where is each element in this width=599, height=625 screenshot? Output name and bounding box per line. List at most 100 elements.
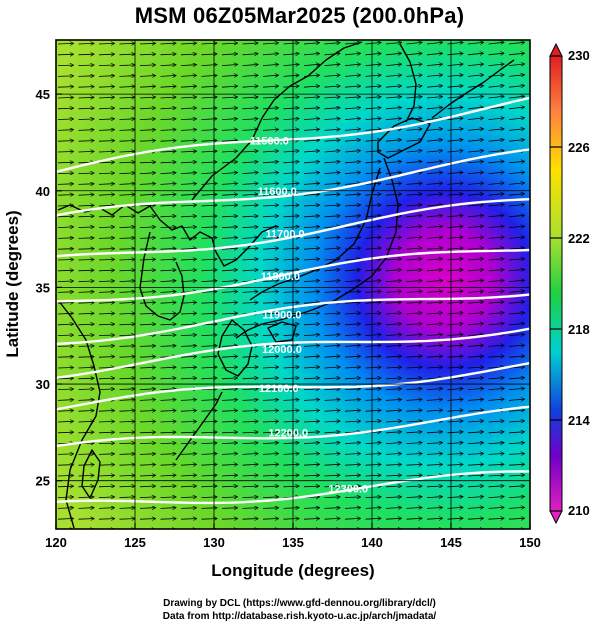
- wind-arrow: [139, 432, 155, 433]
- wind-arrow: [119, 313, 135, 314]
- wind-arrow: [467, 129, 483, 131]
- wind-arrow: [324, 97, 340, 98]
- wind-arrow: [78, 54, 94, 55]
- wind-arrow: [303, 519, 319, 520]
- wind-arrow: [488, 367, 504, 368]
- wind-arrow: [447, 270, 463, 271]
- wind-arrow: [221, 43, 237, 44]
- wind-arrow: [324, 119, 340, 120]
- wind-arrow: [529, 497, 530, 498]
- wind-arrow: [488, 140, 504, 142]
- wind-arrow: [139, 270, 155, 271]
- wind-arrow: [180, 367, 196, 368]
- wind-arrow: [57, 108, 73, 109]
- wind-arrow: [242, 238, 258, 239]
- wind-arrow: [344, 205, 360, 206]
- colorbar: 230 226 222 218 214 210: [549, 42, 590, 525]
- wind-arrow: [488, 475, 504, 476]
- wind-arrow: [365, 454, 381, 455]
- wind-arrow: [365, 443, 381, 444]
- wind-arrow: [529, 486, 530, 488]
- wind-arrow: [78, 519, 94, 520]
- wind-arrow: [344, 140, 360, 141]
- wind-arrow: [57, 43, 73, 44]
- wind-arrow: [385, 486, 401, 487]
- wind-arrow: [508, 183, 524, 185]
- credit-data: Data from http://database.rish.kyoto-u.a…: [162, 611, 437, 622]
- wind-arrow: [262, 151, 278, 152]
- x-tick-label: 125: [124, 535, 146, 550]
- wind-arrow: [344, 421, 360, 422]
- wind-arrow: [385, 205, 401, 206]
- contour-label: 11700.0: [266, 228, 305, 240]
- wind-arrow: [344, 345, 360, 346]
- wind-arrow: [324, 237, 340, 238]
- wind-arrow: [344, 292, 360, 293]
- wind-arrow: [406, 86, 422, 87]
- wind-arrow: [467, 64, 483, 66]
- wind-arrow: [98, 324, 114, 325]
- wind-arrow: [180, 497, 196, 498]
- wind-arrow: [488, 497, 504, 498]
- x-tick-label: 150: [519, 535, 541, 550]
- wind-arrow: [78, 260, 94, 261]
- wind-arrow: [98, 108, 114, 109]
- colorbar-bottom-arrow: [549, 510, 563, 525]
- wind-arrow: [242, 367, 258, 368]
- wind-arrow: [344, 497, 360, 498]
- wind-arrow: [385, 270, 401, 271]
- wind-arrow: [529, 335, 530, 336]
- wind-arrow: [365, 162, 381, 163]
- wind-arrow: [139, 194, 155, 195]
- wind-arrow: [98, 76, 114, 77]
- wind-arrow: [119, 249, 135, 250]
- wind-arrow: [406, 259, 422, 260]
- wind-arrow: [119, 411, 135, 412]
- wind-arrow: [529, 54, 530, 56]
- wind-arrow: [119, 443, 135, 444]
- wind-arrow: [426, 129, 442, 131]
- wind-arrow: [221, 443, 237, 444]
- wind-arrow: [426, 205, 442, 206]
- wind-arrow: [98, 227, 114, 228]
- wind-arrow: [467, 172, 483, 173]
- wind-arrow: [488, 172, 504, 173]
- wind-arrow: [98, 465, 114, 466]
- wind-arrow: [406, 226, 422, 227]
- wind-arrow: [406, 248, 422, 249]
- wind-arrow: [242, 227, 258, 228]
- wind-arrow: [283, 432, 299, 433]
- wind-arrow: [488, 270, 504, 271]
- wind-arrow: [119, 465, 135, 466]
- wind-arrow: [385, 97, 401, 98]
- wind-arrow: [303, 54, 319, 55]
- wind-arrow: [385, 443, 401, 444]
- wind-arrow: [406, 53, 422, 55]
- wind-arrow: [467, 389, 483, 390]
- wind-arrow: [242, 270, 258, 271]
- wind-arrow: [160, 216, 176, 217]
- wind-arrow: [529, 313, 530, 315]
- wind-arrow: [324, 151, 340, 152]
- wind-arrow: [529, 97, 530, 99]
- wind-arrow: [365, 129, 381, 130]
- wind-arrow: [139, 238, 155, 239]
- wind-arrow: [262, 86, 278, 87]
- wind-arrow: [139, 173, 155, 174]
- wind-arrow: [283, 43, 299, 44]
- wind-arrow: [180, 475, 196, 476]
- wind-arrow: [262, 64, 278, 65]
- wind-arrow: [508, 205, 524, 207]
- wind-arrow: [221, 151, 237, 152]
- wind-arrow: [365, 172, 381, 173]
- wind-arrow: [160, 519, 176, 520]
- wind-arrow: [303, 205, 319, 206]
- wind-arrow: [283, 410, 299, 411]
- wind-arrow: [262, 227, 278, 228]
- wind-arrow: [139, 421, 155, 422]
- wind-arrow: [139, 97, 155, 98]
- wind-arrow: [119, 497, 135, 498]
- wind-arrow: [344, 518, 360, 519]
- wind-arrow: [529, 259, 530, 261]
- wind-arrow: [78, 205, 94, 206]
